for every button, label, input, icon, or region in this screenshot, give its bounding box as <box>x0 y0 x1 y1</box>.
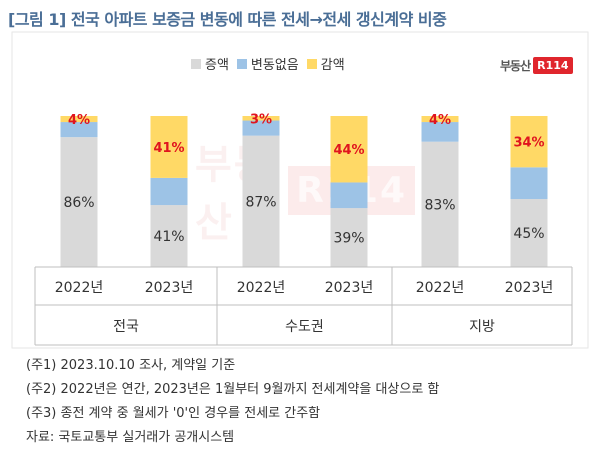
x-tick-label: 2022년 <box>237 280 286 296</box>
footnote-2: (주2) 2022년은 연간, 2023년은 1월부터 9월까지 전세계약을 대… <box>26 382 440 397</box>
bar-segment-decrease <box>60 116 98 123</box>
legend-swatch-decrease <box>306 58 317 69</box>
legend-swatch-increase <box>191 58 201 69</box>
chart-title: [그림 1] 전국 아파트 보증금 변동에 따른 전세→전세 갱신계약 비중 <box>8 10 447 29</box>
x-tick-label: 2022년 <box>55 280 104 296</box>
bar-segment-decrease <box>421 116 459 123</box>
bar-segment-unchanged <box>510 167 548 200</box>
chart-frame <box>11 31 589 349</box>
bar-segment-increase <box>421 141 459 267</box>
data-label-increase: 39% <box>333 231 364 247</box>
data-label-decrease: 4% <box>429 113 451 128</box>
data-label-decrease: 41% <box>153 141 184 156</box>
group-label: 전국 <box>113 319 139 335</box>
data-label-decrease: 3% <box>250 112 272 127</box>
legend-swatch-unchanged <box>236 58 247 69</box>
bar-segment-unchanged <box>242 120 280 136</box>
x-tick-label: 2023년 <box>145 280 194 296</box>
legend: 증액 변동없음 감액 <box>191 54 345 73</box>
data-label-decrease: 4% <box>68 113 90 128</box>
footnote-3: (주3) 종전 계약 중 월세가 '0'인 경우를 전세로 간주함 <box>26 406 321 421</box>
legend-label-increase: 증액 <box>205 58 229 73</box>
data-label-increase: 45% <box>513 226 544 242</box>
bar-segment-increase <box>242 135 280 267</box>
bar-segment-unchanged <box>330 182 368 209</box>
data-label-decrease: 44% <box>333 143 364 158</box>
data-label-increase: 86% <box>63 195 94 211</box>
legend-label-unchanged: 변동없음 <box>250 58 299 73</box>
bar-segment-increase <box>60 137 98 267</box>
legend-item-decrease: 감액 <box>306 54 345 73</box>
legend-item-unchanged: 변동없음 <box>236 54 299 73</box>
x-tick-label: 2022년 <box>416 280 465 296</box>
data-label-increase: 83% <box>424 197 455 213</box>
group-label: 지방 <box>469 319 495 335</box>
bar-segment-decrease <box>242 116 280 121</box>
data-label-increase: 87% <box>245 194 276 210</box>
source-note: 자료: 국토교통부 실거래가 공개시스템 <box>26 430 235 445</box>
bar-segment-unchanged <box>150 177 188 206</box>
logo-badge: R114 <box>533 57 573 74</box>
bar-segment-decrease <box>330 116 368 183</box>
bar-segment-decrease <box>150 116 188 178</box>
logo-text: 부동산 <box>500 59 531 73</box>
bar-segment-increase <box>150 205 188 267</box>
footnote-1: (주1) 2023.10.10 조사, 계약일 기준 <box>26 358 236 373</box>
bar-segment-increase <box>510 199 548 267</box>
data-label-increase: 41% <box>153 229 184 245</box>
bar-segment-decrease <box>510 116 548 168</box>
group-label: 수도권 <box>285 319 324 335</box>
data-label-decrease: 34% <box>513 136 544 151</box>
legend-label-decrease: 감액 <box>320 58 345 73</box>
x-tick-label: 2023년 <box>505 280 554 296</box>
x-tick-label: 2023년 <box>325 280 374 296</box>
legend-item-increase: 증액 <box>191 54 229 73</box>
footnotes: (주1) 2023.10.10 조사, 계약일 기준 (주2) 2022년은 연… <box>26 354 439 450</box>
brand-logo: 부동산 R114 <box>500 57 573 74</box>
bar-segment-unchanged <box>60 122 98 138</box>
bar-segment-unchanged <box>421 122 459 142</box>
bar-segment-increase <box>330 208 368 267</box>
